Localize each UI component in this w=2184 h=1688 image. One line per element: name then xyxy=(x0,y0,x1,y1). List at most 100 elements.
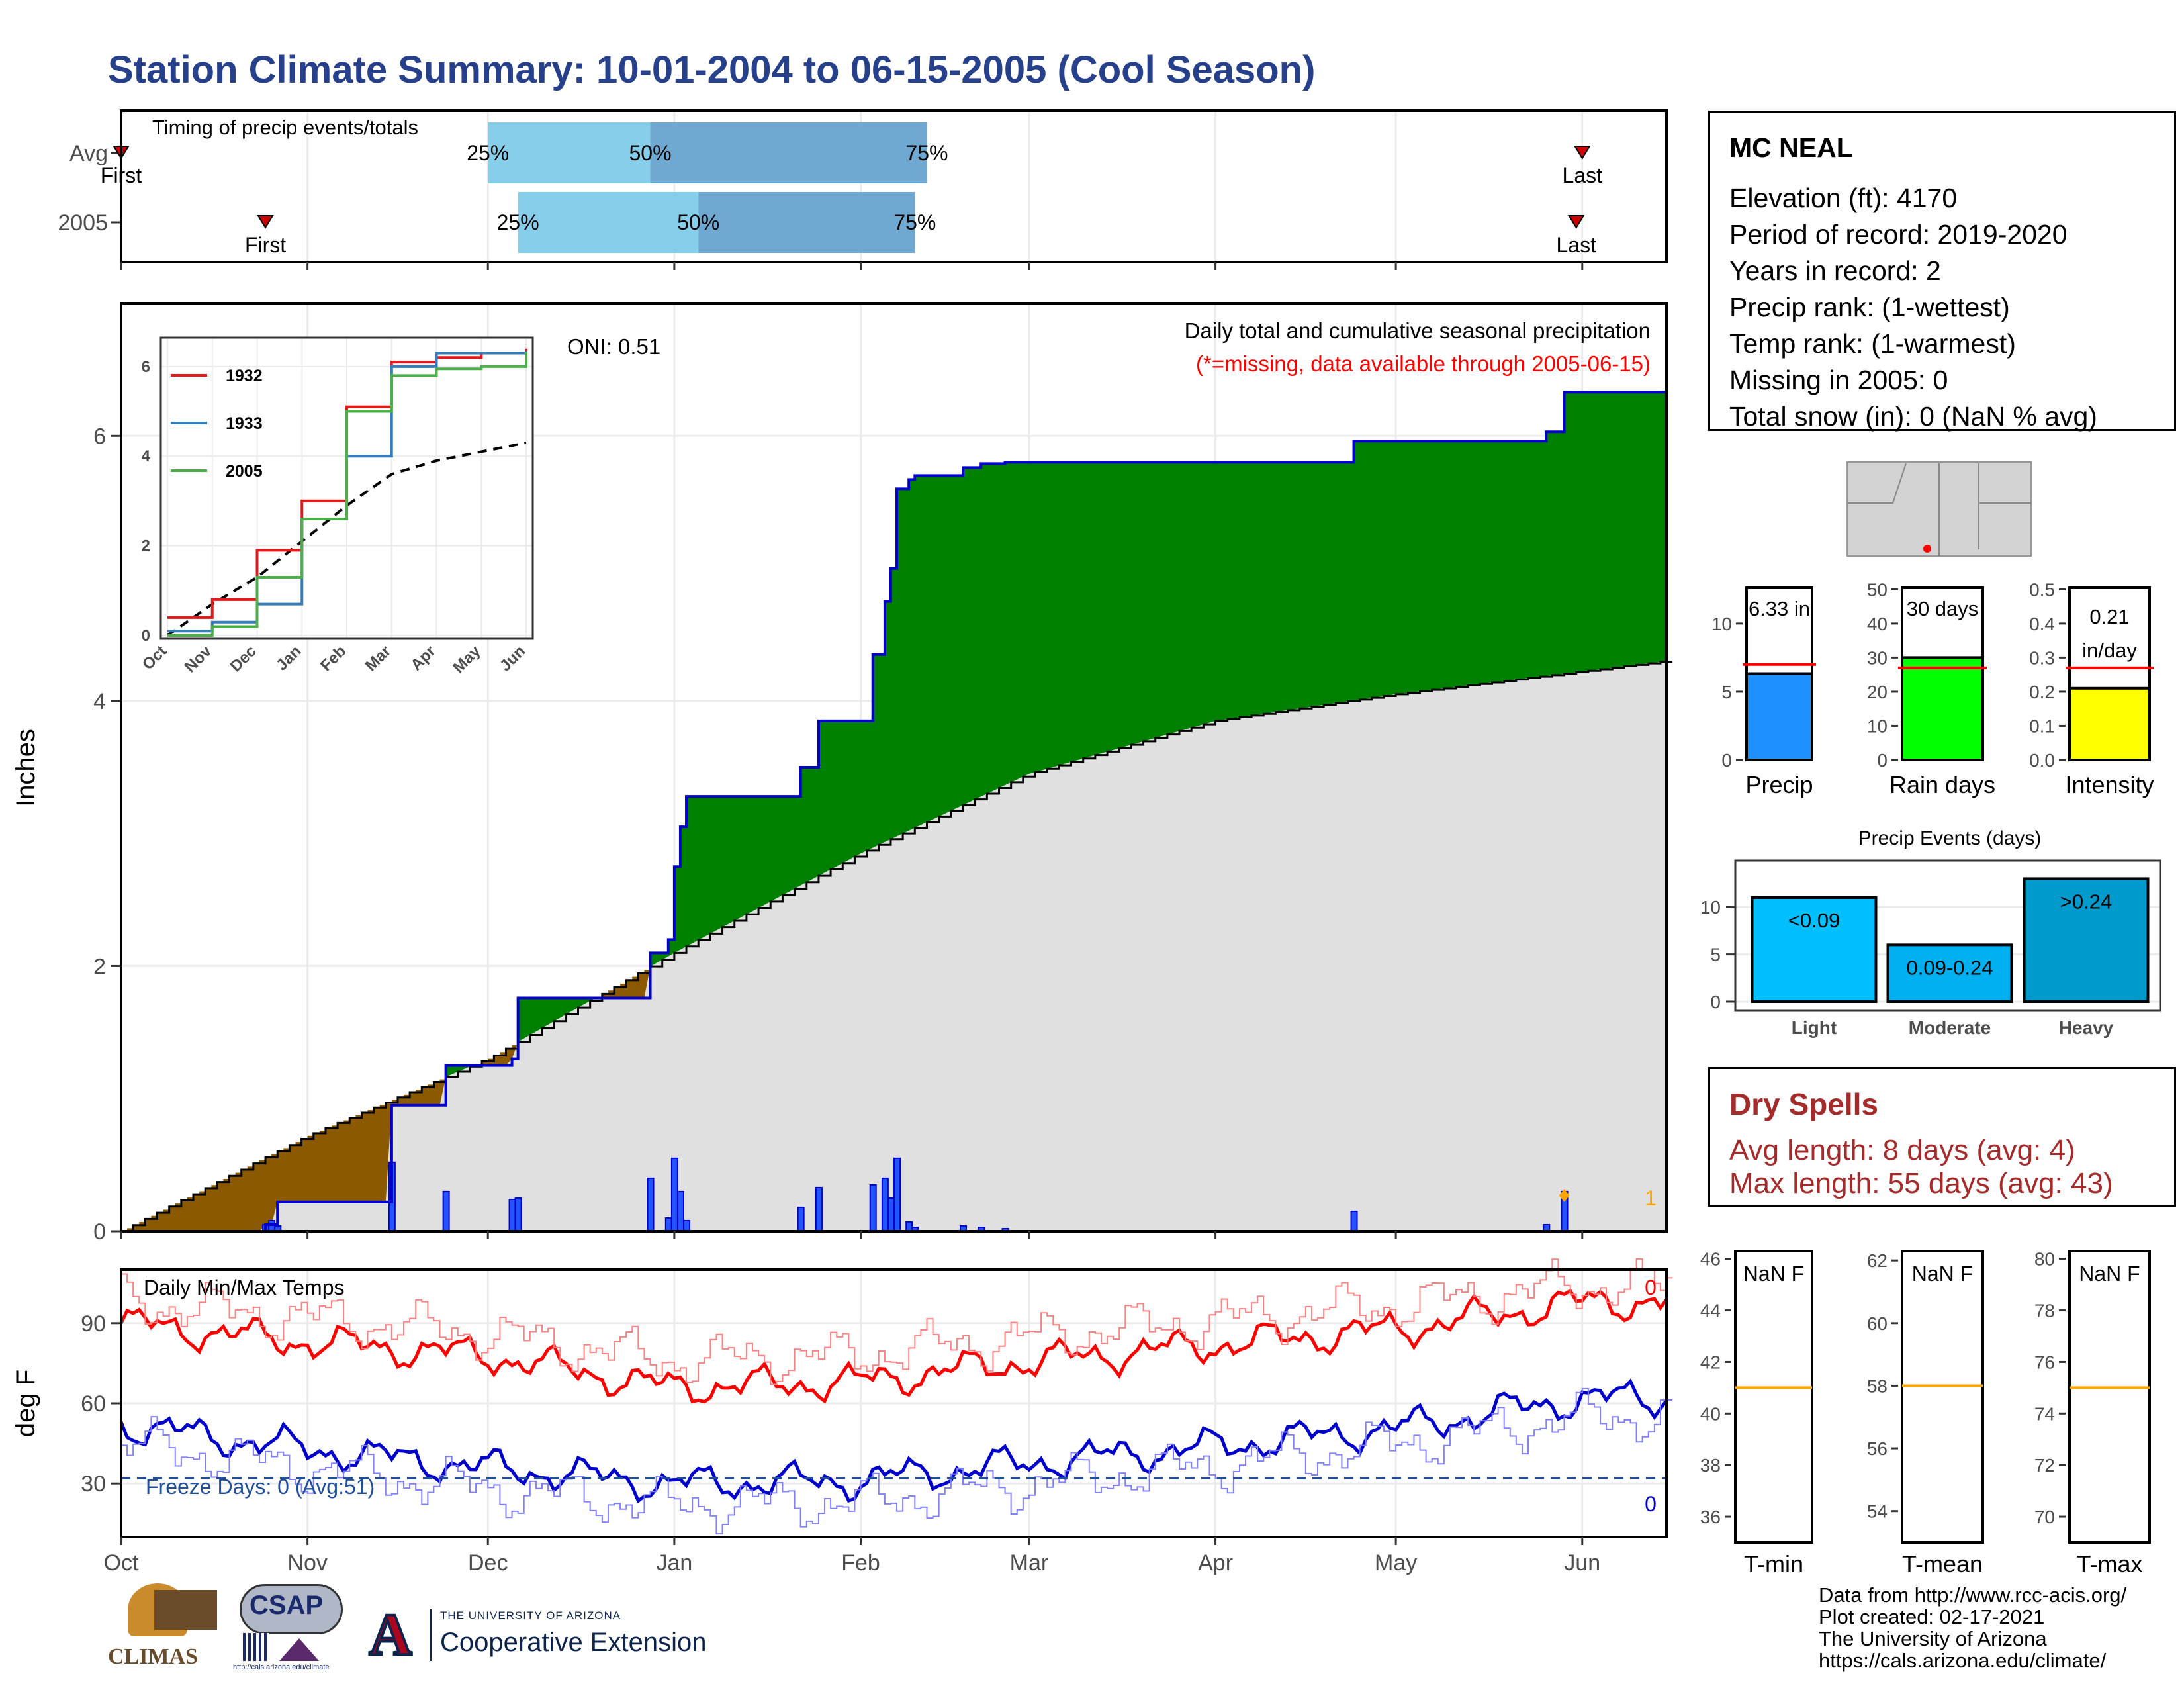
precip-below-fill xyxy=(139,1222,146,1231)
timing-label: Timing of precip events/totals xyxy=(152,116,418,139)
precip-above-fill xyxy=(975,467,981,800)
precip-above-fill xyxy=(1606,392,1613,669)
precip-above-fill xyxy=(818,720,825,876)
precip-above-fill xyxy=(987,463,994,794)
timing-p50-label: 50% xyxy=(677,211,719,234)
precip-above-fill xyxy=(927,475,934,822)
dry-spells-avg: Avg length: 8 days (avg: 4) xyxy=(1729,1134,2075,1166)
events-tick-label: 5 xyxy=(1710,945,1721,965)
precip-above-fill xyxy=(1089,462,1096,757)
precip-below-fill xyxy=(295,1142,302,1202)
precip-above-fill xyxy=(680,827,687,950)
precip-above-fill xyxy=(866,720,874,851)
precip-daily-bar xyxy=(797,1206,805,1233)
precip-above-fill xyxy=(1287,462,1295,710)
precip-below-fill xyxy=(235,1172,242,1231)
precip-below-fill xyxy=(259,1160,266,1231)
precip-above-fill xyxy=(909,479,915,831)
precip-above-fill xyxy=(993,463,1000,791)
precip-above-fill xyxy=(800,767,807,886)
station-years: Years in record: 2 xyxy=(1729,256,1941,286)
precip-above-fill xyxy=(1546,432,1553,677)
precip-above-fill xyxy=(1269,462,1277,713)
precip-above-fill xyxy=(1197,462,1205,726)
precip-above-fill xyxy=(1041,462,1048,771)
precip-above-fill xyxy=(806,767,813,882)
precip-title: Daily total and cumulative seasonal prec… xyxy=(1185,318,1651,343)
precip-above-fill xyxy=(1131,462,1138,745)
stat-bar-tick-label: 0.1 xyxy=(2029,716,2055,736)
csap-logo: CSAP http://cals.arizona.edu/climate xyxy=(233,1579,349,1671)
precip-below-fill xyxy=(343,1120,350,1202)
temp-box-value: NaN F xyxy=(2079,1262,2140,1286)
precip-above-fill xyxy=(933,475,940,820)
temp-box-label: T-mean xyxy=(1902,1550,1983,1577)
precip-above-fill xyxy=(1095,462,1102,755)
stat-bar-tick-label: 30 xyxy=(1867,647,1888,668)
precip-above-fill xyxy=(837,720,843,867)
precip-above-fill xyxy=(535,998,543,1032)
inset-legend-label: 1932 xyxy=(226,367,263,385)
inset-series-line xyxy=(167,352,527,637)
precip-above-fill xyxy=(884,601,891,843)
temp-box-tick-label: 76 xyxy=(2034,1352,2055,1372)
precip-above-fill xyxy=(1342,462,1349,702)
stat-bar-tick-label: 40 xyxy=(1867,614,1888,634)
precip-above-fill xyxy=(981,463,987,797)
precip-daily-bar xyxy=(893,1157,901,1233)
precip-above-fill xyxy=(794,796,801,889)
precip-above-fill xyxy=(1359,441,1367,700)
precip-below-fill xyxy=(602,994,609,998)
timing-bar-high xyxy=(650,122,927,183)
precip-above-fill xyxy=(668,939,675,957)
precip-above-fill xyxy=(1299,462,1306,709)
ua-logo: A THE UNIVERSITY OF ARIZONA Cooperative … xyxy=(361,1604,745,1666)
temp-max-count: 0 xyxy=(1645,1276,1657,1299)
precip-below-fill xyxy=(271,1154,278,1225)
inset-frame xyxy=(159,336,534,640)
precip-above-fill xyxy=(560,998,567,1018)
precip-above-fill xyxy=(903,489,909,834)
temp-series-line xyxy=(119,1378,1668,1504)
events-category-label: Light xyxy=(1792,1017,1837,1038)
station-missing: Missing in 2005: 0 xyxy=(1729,365,1948,395)
precip-above-fill xyxy=(1185,462,1192,729)
precip-below-fill xyxy=(626,980,633,998)
events-bar xyxy=(2023,877,2150,1004)
stat-bar-tick-label: 0 xyxy=(1721,750,1732,771)
month-label: Apr xyxy=(1198,1550,1233,1575)
precip-below-fill xyxy=(181,1200,188,1231)
precip-above-fill xyxy=(1402,441,1408,694)
inset-legend-label: 1933 xyxy=(226,414,263,433)
precip-above-fill xyxy=(956,475,964,808)
temp-box-tick-label: 80 xyxy=(2034,1249,2055,1270)
precip-below-fill xyxy=(277,1151,284,1202)
precip-daily-bar xyxy=(905,1221,913,1232)
events-frame xyxy=(1734,859,2161,1012)
precip-below-fill xyxy=(253,1163,260,1231)
precip-above-fill xyxy=(1642,392,1649,665)
precip-below-fill xyxy=(319,1131,326,1202)
precip-above-fill xyxy=(1558,432,1565,675)
precip-above-fill xyxy=(529,998,537,1035)
stat-bar-value: 0.21 xyxy=(2089,605,2129,628)
precip-below-fill xyxy=(241,1169,248,1231)
map-state-lines xyxy=(1847,463,2031,556)
precip-above-fill xyxy=(1365,441,1373,699)
precip-above-fill xyxy=(1437,441,1445,690)
temp-panel: Freeze Days: 0 (Avg:51) Daily Min/Max Tem… xyxy=(11,1258,1673,1575)
precip-above-fill xyxy=(890,568,897,839)
timing-bar-low xyxy=(488,122,651,183)
temp-box-tick-label: 72 xyxy=(2034,1455,2055,1476)
stat-bar-tick-label: 0.5 xyxy=(2029,579,2055,600)
stat-bar-tick-label: 0.0 xyxy=(2029,750,2055,771)
footer-url: https://cals.arizona.edu/climate/ xyxy=(1819,1649,2107,1672)
precip-above-fill xyxy=(812,767,819,879)
precip-obs-line xyxy=(121,391,1666,1233)
temp-box-tick-label: 54 xyxy=(1867,1501,1888,1522)
precip-below-fill xyxy=(482,1061,488,1066)
temp-box-tick-label: 36 xyxy=(1700,1507,1721,1527)
footer-source: Data from http://www.rcc-acis.org/ xyxy=(1819,1583,2127,1607)
stat-bar-value: 30 days xyxy=(1907,597,1979,620)
